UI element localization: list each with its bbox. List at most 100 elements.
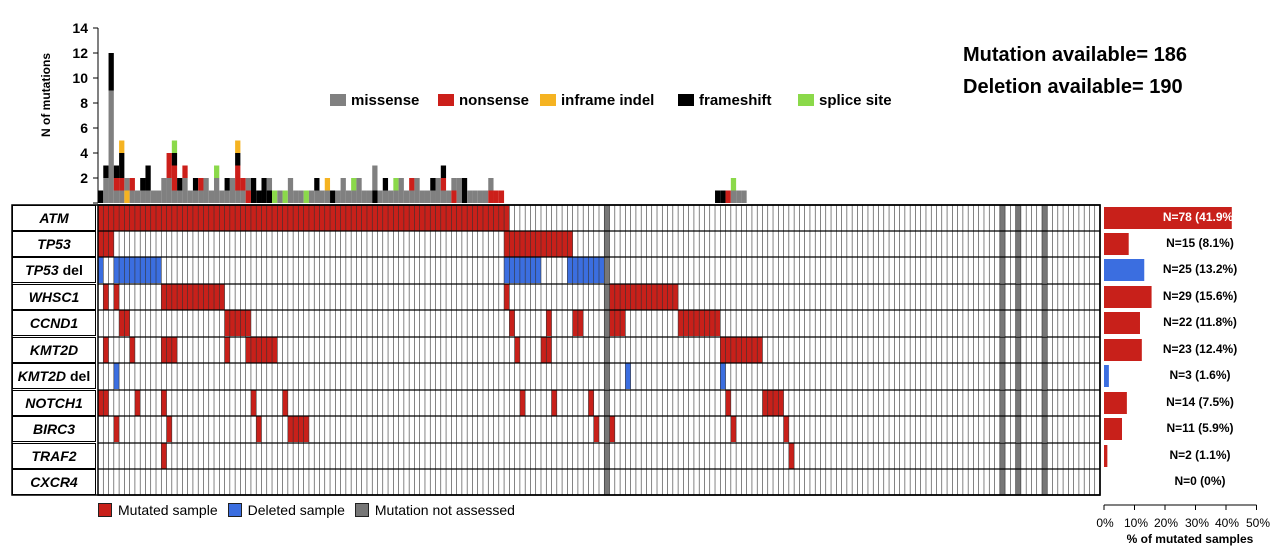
legend-nonsense: nonsense xyxy=(438,91,529,109)
gene-suffix: del xyxy=(62,262,83,278)
legend-deleted-swatch xyxy=(227,503,242,517)
legend-inframe-swatch xyxy=(540,94,556,106)
mutation-bar-segment xyxy=(113,165,120,178)
y-tick-12: 12 xyxy=(72,45,88,61)
oncoprint-cell xyxy=(588,390,594,416)
mutation-bar-segment xyxy=(451,190,457,203)
deletion-available-text: Deletion available= 190 xyxy=(963,76,1183,98)
not-assessed-cell xyxy=(1041,284,1048,310)
mutation-bar-segment xyxy=(103,178,109,203)
mutation-bar-segment xyxy=(372,165,378,191)
gene-name: NOTCH1 xyxy=(25,395,83,411)
mutation-bar-segment xyxy=(129,190,135,203)
not-assessed-cell xyxy=(1015,469,1021,495)
frequency-bar xyxy=(1104,286,1152,308)
mutation-bar-segment xyxy=(203,178,209,203)
mutation-bar-segment xyxy=(156,190,162,203)
gene-name: CCND1 xyxy=(29,315,79,331)
not-assessed-cell xyxy=(604,257,610,283)
mutation-bar-segment xyxy=(119,190,125,203)
mutation-bar-segment xyxy=(435,178,441,203)
mutation-bar-segment xyxy=(372,190,378,203)
mutation-bar-segment xyxy=(235,190,241,203)
gene-name: KMT2D xyxy=(17,368,66,384)
gene-label-whsc1: WHSC1 xyxy=(12,284,96,310)
mutation-bar-segment xyxy=(214,165,220,178)
oncoprint-cell xyxy=(98,257,104,283)
gene-label-tp53-del: TP53 del xyxy=(12,257,96,283)
legend-deleted-label: Deleted sample xyxy=(247,502,345,518)
not-assessed-cell xyxy=(604,469,610,495)
legend-deleted: Deleted sample xyxy=(227,502,345,518)
oncoprint-cell xyxy=(224,337,230,363)
mutation-bar-segment xyxy=(398,178,404,203)
mutation-bar-segment xyxy=(171,153,178,166)
gene-name: TP53 xyxy=(37,236,71,252)
mutation-bar-segment xyxy=(98,190,104,203)
mutation-bar-segment xyxy=(345,190,352,203)
not-assessed-cell xyxy=(1041,337,1048,363)
oncoprint-cell xyxy=(161,390,167,416)
not-assessed-cell xyxy=(604,416,610,442)
mutation-bar-segment xyxy=(330,190,336,203)
oncoprint-cell xyxy=(103,337,109,363)
mutation-bar-segment xyxy=(140,178,146,191)
mutation-bar-segment xyxy=(245,178,251,191)
mutation-bar-segment xyxy=(303,190,309,203)
not-assessed-cell xyxy=(1041,363,1048,389)
freq-label-kmt2d: N=23 (12.4%) xyxy=(1162,342,1238,356)
not-assessed-cell xyxy=(999,416,1006,442)
mutation-bar-segment xyxy=(351,190,357,203)
mutation-bar-segment xyxy=(377,190,383,203)
freq-label-atm: N=78 (41.9%) xyxy=(1162,210,1238,224)
frequency-bar xyxy=(1104,418,1122,440)
legend-missense: missense xyxy=(330,91,419,109)
mutation-bar-segment xyxy=(403,190,410,203)
mutation-bar-segment xyxy=(235,165,241,191)
legend-splice-label: splice site xyxy=(819,91,892,109)
mutation-bar-segment xyxy=(298,190,304,203)
not-assessed-cell xyxy=(999,310,1006,336)
mutation-bar-segment xyxy=(277,190,283,203)
mutation-bar-segment xyxy=(171,165,178,191)
gene-name: BIRC3 xyxy=(32,421,75,437)
oncoprint-cell xyxy=(519,390,526,416)
frequency-bar xyxy=(1104,312,1140,334)
mutation-bar-segment xyxy=(414,178,420,203)
mutation-bar-segment xyxy=(198,178,204,191)
mutation-bar-segment xyxy=(192,178,199,191)
oncoprint-cell xyxy=(720,363,726,389)
oncoprint-cell xyxy=(609,416,615,442)
x-tick-0: 0% xyxy=(1096,516,1114,530)
not-assessed-cell xyxy=(1015,231,1021,257)
mutation-bar-segment xyxy=(461,178,468,203)
legend-missense-label: missense xyxy=(351,91,420,109)
mutation-bar-segment xyxy=(440,178,447,191)
not-assessed-cell xyxy=(604,443,610,469)
not-assessed-cell xyxy=(999,205,1006,231)
mutation-bar-segment xyxy=(166,178,172,203)
x-axis-title: % of mutated samples xyxy=(1126,532,1254,546)
freq-label-ccnd1: N=22 (11.8%) xyxy=(1163,315,1237,329)
mutation-bar-segment xyxy=(382,178,389,191)
table-frame xyxy=(11,204,1101,496)
oncoprint-cell xyxy=(504,284,510,310)
not-assessed-cell xyxy=(604,310,610,336)
not-assessed-cell xyxy=(1015,443,1021,469)
oncoprint-cell xyxy=(509,310,515,336)
mutation-bar-segment xyxy=(145,165,151,191)
oncoprint-cell xyxy=(725,390,731,416)
mutation-bar-segment xyxy=(409,190,415,203)
mutation-bar-segment xyxy=(119,178,125,191)
legend-inframe: inframe indel xyxy=(540,91,654,109)
not-assessed-cell xyxy=(1015,416,1021,442)
mutation-bar-segment xyxy=(715,190,721,203)
mutation-bar-segment xyxy=(419,190,425,203)
mutation-bar-segment xyxy=(208,190,215,203)
freq-label-tp53-del: N=25 (13.2%) xyxy=(1162,262,1238,276)
mutation-bar-segment xyxy=(171,140,178,153)
y-tick-14: 14 xyxy=(72,20,88,36)
gene-label-birc3: BIRC3 xyxy=(12,416,96,442)
mutation-bar-segment xyxy=(324,178,331,191)
oncoprint-cell xyxy=(625,363,631,389)
